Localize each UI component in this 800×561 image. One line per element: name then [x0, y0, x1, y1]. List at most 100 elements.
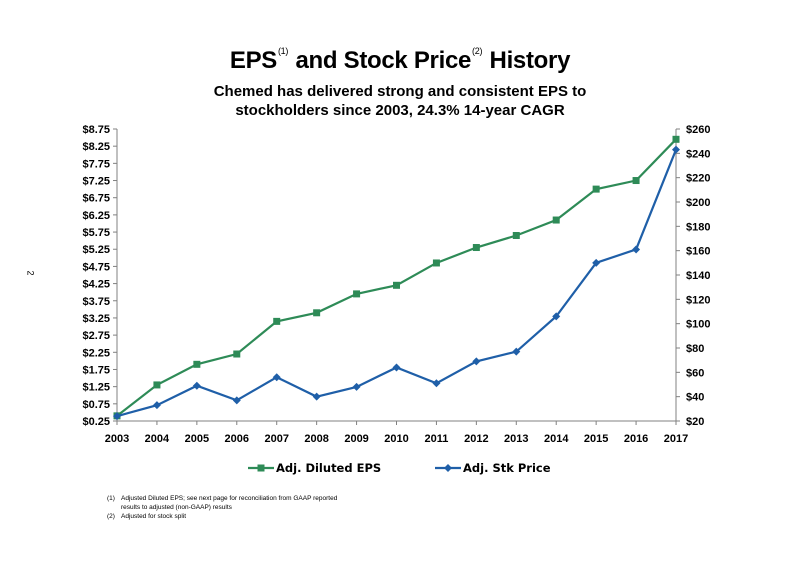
- stock-price-point: [472, 357, 481, 366]
- stock-price-point: [672, 145, 680, 154]
- stock-price-point: [512, 347, 521, 356]
- eps-point: [672, 135, 680, 143]
- stock-price-point: [272, 373, 281, 382]
- stock-price-point: [312, 392, 321, 401]
- eps-point: [193, 360, 201, 368]
- x-tick-label: 2016: [624, 433, 648, 445]
- right-tick-label: $180: [686, 221, 710, 233]
- x-tick-label: 2010: [384, 433, 408, 445]
- left-tick-label: $1.25: [82, 382, 110, 394]
- left-tick-label: $2.75: [82, 330, 110, 342]
- right-tick-label: $220: [686, 173, 710, 185]
- left-tick-label: $2.25: [82, 347, 110, 359]
- stock-price-point: [392, 363, 401, 372]
- x-tick-label: 2015: [584, 433, 608, 445]
- right-tick-label: $140: [686, 270, 710, 282]
- x-tick-label: 2009: [344, 433, 368, 445]
- right-tick-label: $80: [686, 343, 704, 355]
- left-tick-label: $3.25: [82, 313, 110, 325]
- left-tick-label: $5.25: [82, 244, 110, 256]
- eps-point: [233, 350, 241, 358]
- x-tick-label: 2008: [304, 433, 328, 445]
- footnote-1-cont-num: [107, 503, 121, 512]
- eps-point: [153, 381, 161, 389]
- stock-price-point: [232, 396, 241, 405]
- subtitle-line-1: Chemed has delivered strong and consiste…: [213, 83, 587, 100]
- right-tick-label: $200: [686, 197, 710, 209]
- left-tick-label: $0.25: [82, 416, 110, 428]
- eps-point: [432, 259, 440, 267]
- footnote-1-text: Adjusted Diluted EPS; see next page for …: [121, 495, 338, 502]
- x-tick-label: 2017: [664, 433, 688, 445]
- eps-point: [472, 244, 480, 252]
- x-tick-label: 2012: [464, 433, 488, 445]
- footnote-1-num: (1): [107, 495, 115, 502]
- left-tick-label: $4.25: [82, 279, 110, 291]
- title-footnote-1: (1): [277, 46, 289, 56]
- right-tick-label: $260: [686, 124, 710, 136]
- stock-price-point: [152, 401, 161, 410]
- footnote-1-cont-text: results to adjusted (non-GAAP) results: [121, 504, 232, 511]
- eps-point: [632, 177, 640, 185]
- legend-label-stock-price: Adj. Stk Price: [463, 461, 551, 475]
- title-middle: and Stock Price: [295, 47, 472, 74]
- title-eps: EPS: [229, 47, 277, 74]
- stock-price-point: [192, 381, 201, 390]
- stock-price-point: [432, 379, 441, 388]
- x-tick-label: 2014: [544, 433, 569, 445]
- eps-point: [592, 185, 600, 193]
- eps-point: [273, 317, 281, 325]
- stock-price-point: [552, 312, 561, 321]
- stock-price-point: [632, 245, 641, 254]
- footnote-2-num: (2): [107, 513, 115, 520]
- chart-subtitle: Chemed has delivered strong and consiste…: [0, 82, 800, 120]
- x-tick-label: 2007: [264, 433, 288, 445]
- left-tick-label: $4.75: [82, 261, 110, 273]
- left-tick-label: $7.25: [82, 176, 110, 188]
- chart-title: EPS(1) and Stock Price(2) History: [0, 46, 800, 75]
- left-tick-label: $5.75: [82, 227, 110, 239]
- title-end: History: [489, 47, 571, 74]
- left-tick-label: $7.75: [82, 158, 110, 170]
- left-tick-label: $3.75: [82, 296, 110, 308]
- footnote-1-cont: results to adjusted (non-GAAP) results: [107, 503, 337, 512]
- x-tick-label: 2003: [105, 433, 129, 445]
- eps-point: [512, 231, 520, 239]
- left-tick-label: $6.25: [82, 210, 110, 222]
- subtitle-line-2: stockholders since 2003, 24.3% 14-year C…: [235, 102, 565, 119]
- stock-price-point: [352, 382, 361, 391]
- right-tick-label: $160: [686, 246, 710, 258]
- legend-marker-eps: [257, 464, 265, 472]
- right-tick-label: $60: [686, 367, 704, 379]
- right-tick-label: $20: [686, 416, 704, 428]
- eps-point: [393, 281, 400, 289]
- eps-point: [313, 309, 321, 317]
- stock-price-point: [592, 258, 601, 267]
- left-tick-label: $8.75: [82, 124, 110, 136]
- left-tick-label: $8.25: [82, 141, 110, 153]
- left-tick-label: $0.75: [82, 399, 110, 411]
- right-tick-label: $100: [686, 319, 710, 331]
- footnote-2-text: Adjusted for stock split: [121, 513, 187, 520]
- legend-label-eps: Adj. Diluted EPS: [276, 461, 381, 475]
- stock-price-point: [113, 412, 121, 421]
- right-tick-label: $40: [686, 392, 704, 404]
- right-tick-label: $120: [686, 294, 710, 306]
- footnote-1: (1) Adjusted Diluted EPS; see next page f…: [107, 494, 337, 503]
- x-tick-label: 2006: [225, 433, 249, 445]
- eps-point: [353, 290, 361, 298]
- series-line-eps: [116, 138, 677, 417]
- x-tick-label: 2005: [185, 433, 209, 445]
- x-tick-label: 2013: [504, 433, 528, 445]
- left-tick-label: $1.75: [82, 364, 110, 376]
- legend-marker-stock-price: [444, 464, 452, 472]
- footnote-2: (2) Adjusted for stock split: [107, 512, 337, 521]
- title-footnote-2: (2): [472, 46, 483, 56]
- right-tick-label: $240: [686, 148, 710, 160]
- x-tick-label: 2011: [424, 433, 448, 445]
- footnotes: (1) Adjusted Diluted EPS; see next page f…: [107, 494, 337, 521]
- left-tick-label: $6.75: [82, 193, 110, 205]
- x-tick-label: 2004: [145, 433, 170, 445]
- eps-point: [552, 216, 560, 224]
